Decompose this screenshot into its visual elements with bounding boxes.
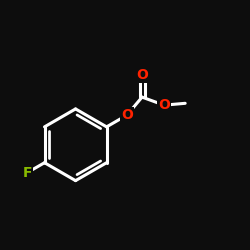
Text: O: O (158, 98, 170, 112)
Text: O: O (121, 108, 133, 122)
Text: O: O (136, 68, 148, 82)
Text: F: F (22, 166, 32, 180)
